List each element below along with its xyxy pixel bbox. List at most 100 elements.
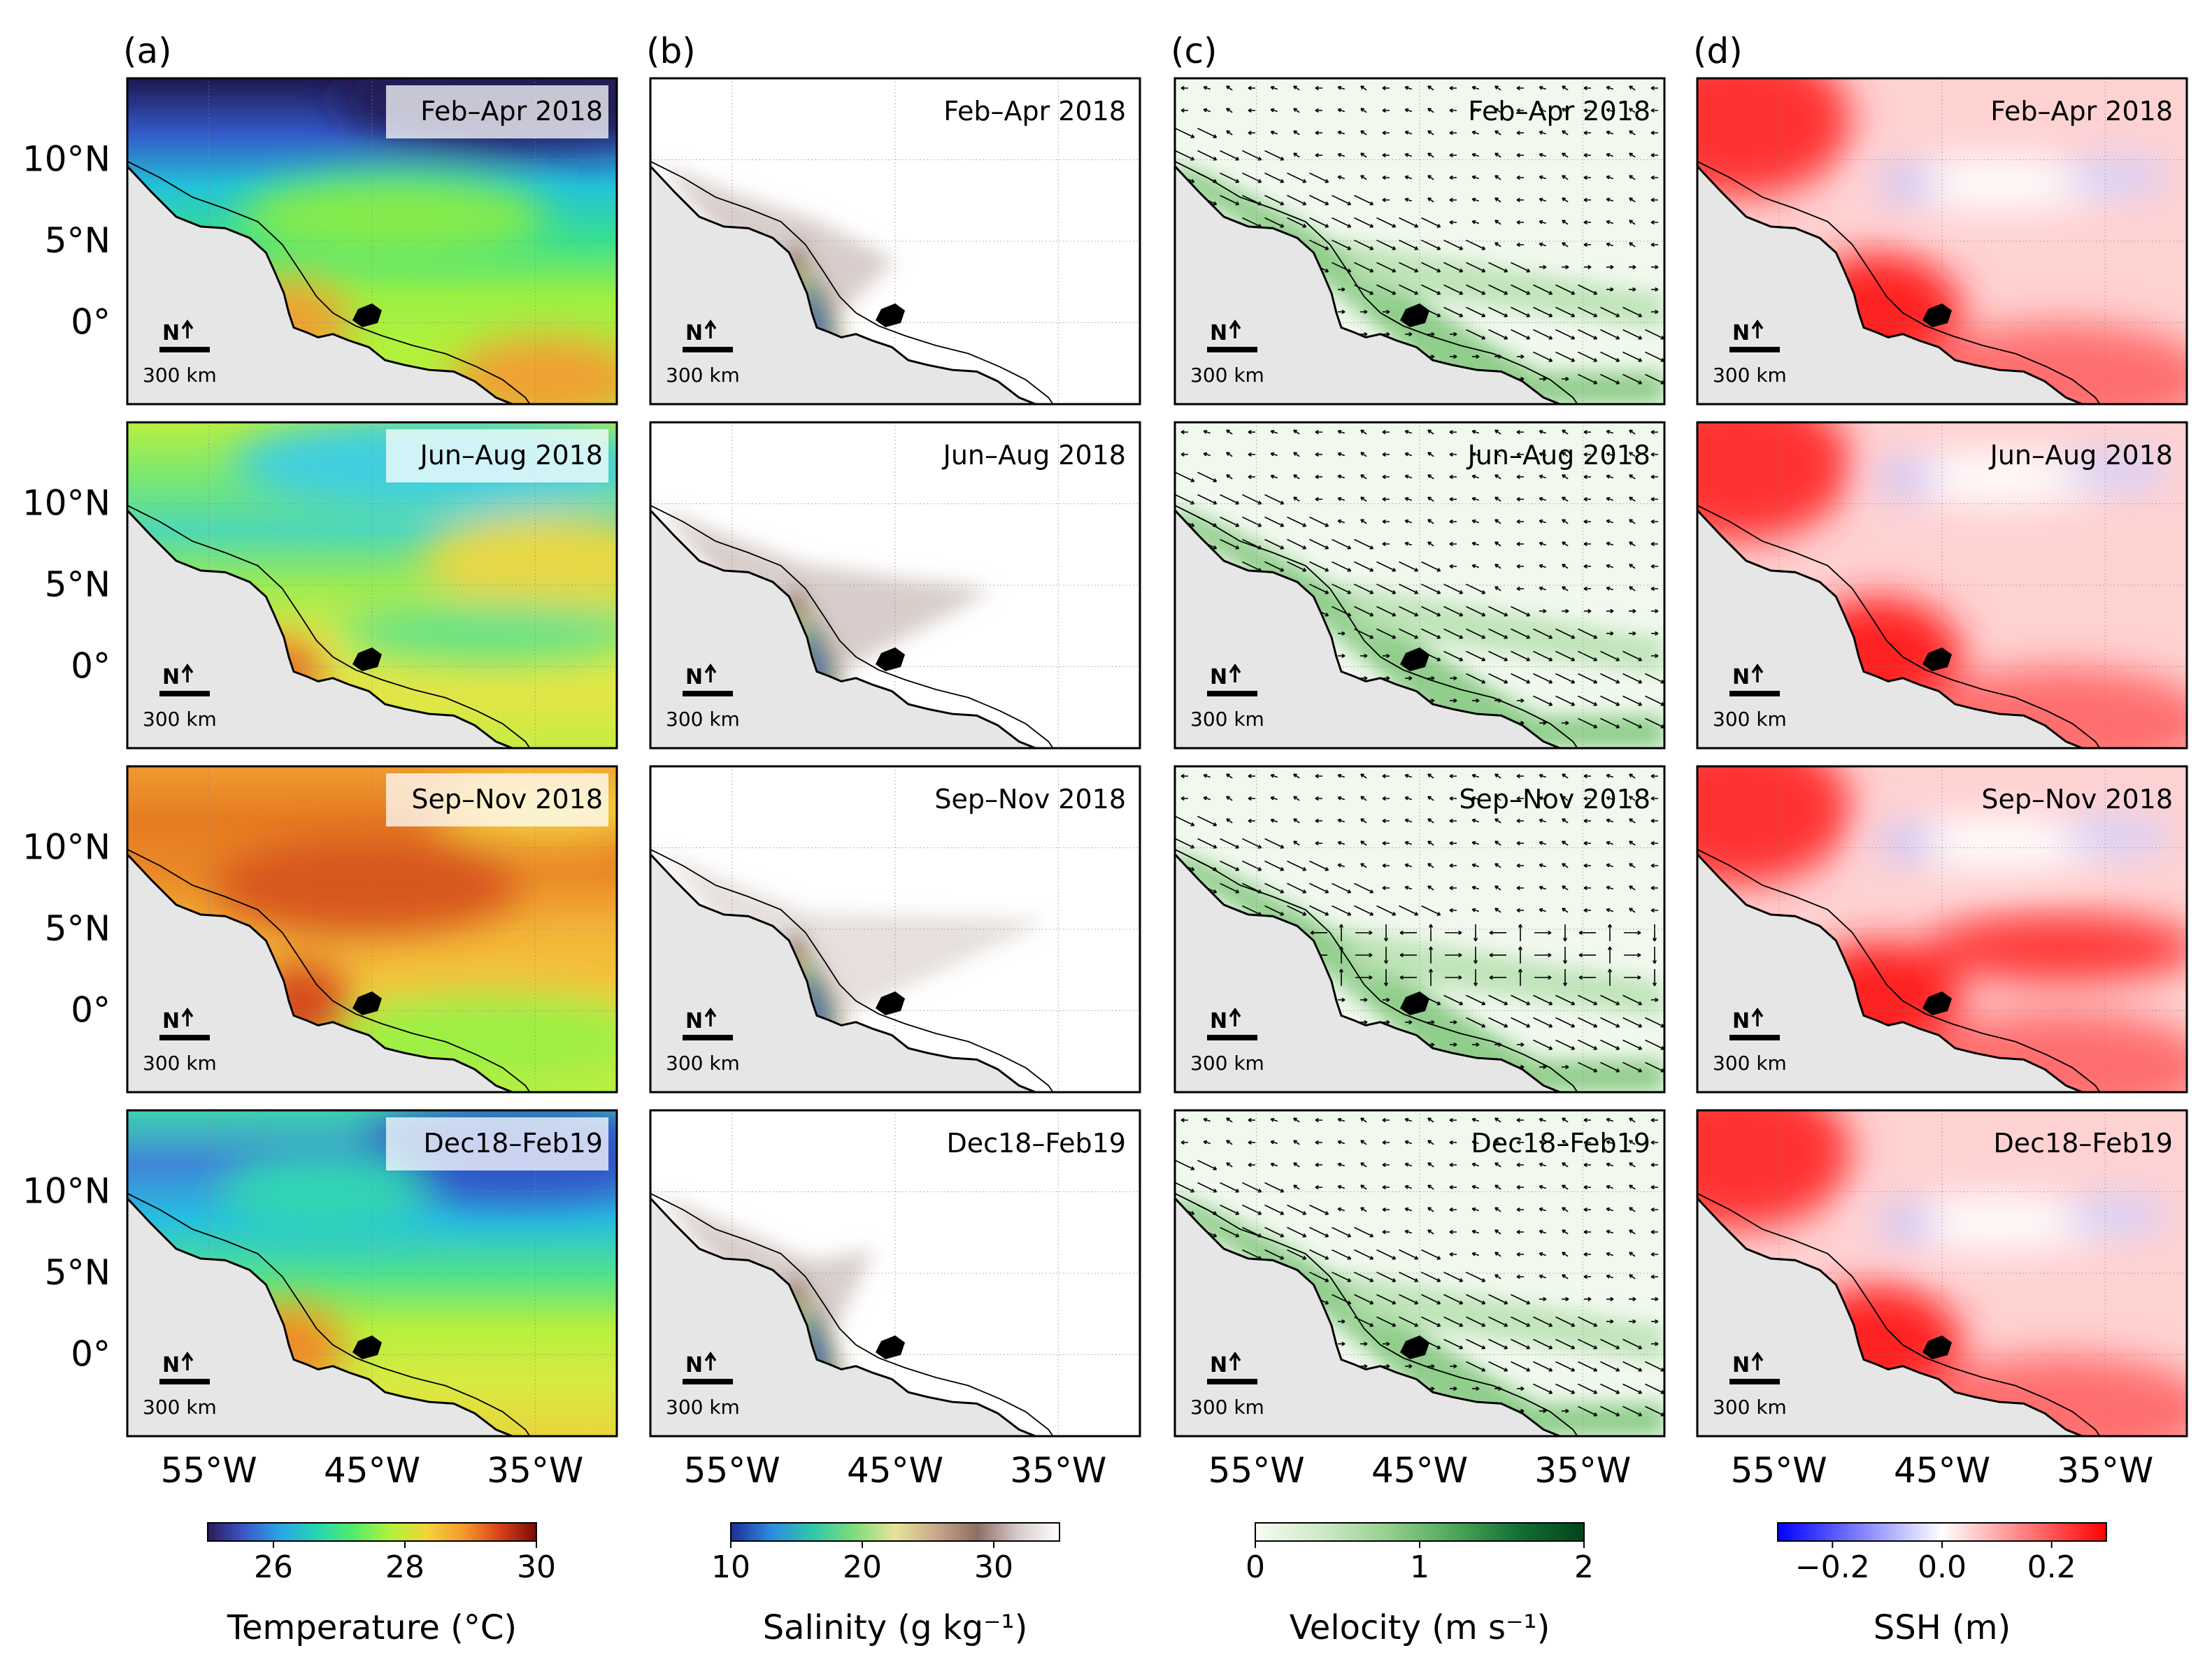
period-label: Dec18–Feb19	[946, 1128, 1126, 1159]
north-label: N	[1210, 665, 1227, 689]
marajo-island	[876, 303, 905, 327]
lon-tick-label: 55°W	[1208, 1450, 1305, 1491]
north-arrow-icon	[1751, 1007, 1764, 1026]
colorbar-tick-label: −0.2	[1795, 1549, 1870, 1585]
scale-bar-label: 300 km	[1190, 708, 1264, 731]
period-box	[386, 773, 608, 826]
lon-tick-label: 55°W	[684, 1450, 780, 1491]
lat-tick-label: 5°N	[45, 564, 110, 605]
panel-frame	[1696, 421, 2188, 750]
shelf-contour	[1697, 849, 2101, 1092]
scale-bar-label: 300 km	[143, 1052, 217, 1075]
scale-bar	[1729, 691, 1780, 696]
period-label: Jun–Aug 2018	[1467, 440, 1650, 471]
shelf-contour	[650, 161, 1054, 404]
colorbar-tick-label: 30	[974, 1549, 1013, 1585]
colorbar-tick-label: 0.0	[1918, 1549, 1967, 1585]
land	[1175, 852, 1584, 1092]
scale-bar	[1207, 1379, 1257, 1384]
north-arrow-icon	[1229, 1007, 1241, 1026]
shelf-contour	[127, 849, 531, 1092]
lon-tick-label: 35°W	[2057, 1450, 2153, 1491]
lat-tick-label: 10°N	[22, 139, 110, 180]
period-label: Jun–Aug 2018	[1989, 440, 2173, 471]
lat-tick-label: 0°	[71, 302, 110, 343]
north-label: N	[162, 321, 180, 345]
north-arrow-icon	[1751, 1351, 1764, 1370]
lon-tick-label: 45°W	[324, 1450, 420, 1491]
panel-label-a: (a)	[123, 31, 172, 71]
panel-frame	[1173, 765, 1666, 1094]
lon-tick-label: 55°W	[1731, 1450, 1827, 1491]
lon-tick-label: 45°W	[1894, 1450, 1990, 1491]
scale-bar-label: 300 km	[143, 708, 217, 731]
north-arrow-icon	[181, 1007, 194, 1026]
period-label: Feb–Apr 2018	[943, 96, 1126, 127]
north-label: N	[162, 1009, 180, 1033]
marajo-island	[1922, 647, 1952, 671]
lat-tick-label: 10°N	[22, 827, 110, 868]
panel-frame	[126, 1109, 618, 1438]
north-label: N	[1210, 1009, 1227, 1033]
north-label: N	[1210, 321, 1227, 345]
scale-bar	[1207, 347, 1257, 352]
marajo-island	[876, 991, 905, 1015]
colorbar-ramp	[1777, 1522, 2107, 1542]
map-panel-3-2: N 300 km Jun–Aug 2018	[1173, 421, 1666, 750]
colorbar-ramp	[207, 1522, 537, 1542]
map-panel-2-1: N 300 km Feb–Apr 2018	[649, 77, 1141, 406]
panel-frame	[649, 77, 1141, 406]
colorbar-ramp	[1255, 1522, 1585, 1542]
panel-frame	[1173, 77, 1666, 406]
scale-bar	[1207, 1035, 1257, 1040]
land	[650, 508, 1059, 748]
scale-bar-label: 300 km	[143, 364, 217, 387]
panel-frame	[1696, 765, 2188, 1094]
land	[650, 852, 1059, 1092]
north-arrow-icon	[1229, 663, 1241, 682]
scale-bar-label: 300 km	[1713, 1396, 1787, 1419]
panel-frame	[1696, 1109, 2188, 1438]
scale-bar	[683, 1379, 733, 1384]
marajo-island	[876, 1335, 905, 1359]
scale-bar-label: 300 km	[666, 1052, 740, 1075]
colorbar-velocity: 0 1 2 Velocity (m s⁻¹)	[1246, 1522, 1594, 1647]
land	[1175, 164, 1584, 404]
panel-frame	[126, 421, 618, 750]
colorbar-ramp	[730, 1522, 1060, 1542]
map-panel-1-3: N 300 km Sep–Nov 2018	[126, 765, 618, 1094]
lon-tick-label: 45°W	[847, 1450, 943, 1491]
lat-tick-label: 10°N	[22, 1171, 110, 1212]
shelf-contour	[127, 161, 531, 404]
period-label: Feb–Apr 2018	[1990, 96, 2173, 127]
axes-ticks: 10°N 5°N 0° 10°N 5°N 0° 10°N 5°N 0° 10°N 5°N 0° 55°W…	[22, 139, 2153, 1491]
map-panel-1-2: N 300 km Jun–Aug 2018	[126, 421, 618, 750]
north-arrow-icon	[181, 663, 194, 682]
north-arrow-icon	[1229, 1351, 1241, 1370]
scale-bar	[159, 347, 210, 352]
shelf-contour	[1175, 161, 1578, 404]
scale-bar-label: 300 km	[1713, 364, 1787, 387]
scale-bar-label: 300 km	[666, 708, 740, 731]
colorbar-ssh: −0.2 0.0 0.2 SSH (m)	[1777, 1522, 2107, 1647]
panel-frame	[1173, 1109, 1666, 1438]
marajo-island	[352, 647, 382, 671]
land	[127, 164, 536, 404]
map-panel-1-1: N 300 km Feb–Apr 2018	[126, 77, 618, 406]
panel-label-b: (b)	[646, 31, 696, 71]
colorbar-tick-label: 10	[711, 1549, 750, 1585]
land	[1175, 1196, 1584, 1436]
colorbar-tick-label: 20	[843, 1549, 882, 1585]
panel-frame	[649, 765, 1141, 1094]
colorbar-title: Velocity (m s⁻¹)	[1290, 1608, 1550, 1647]
land	[1697, 508, 2106, 748]
map-panel-2-2: N 300 km Jun–Aug 2018	[649, 421, 1141, 750]
north-label: N	[162, 1353, 180, 1377]
colorbar-tick-label: 1	[1410, 1549, 1429, 1585]
colorbar-tick-label: 26	[254, 1549, 293, 1585]
lon-tick-label: 35°W	[487, 1450, 583, 1491]
lon-tick-label: 45°W	[1371, 1450, 1468, 1491]
scale-bar-label: 300 km	[1190, 364, 1264, 387]
panel-frame	[1696, 77, 2188, 406]
